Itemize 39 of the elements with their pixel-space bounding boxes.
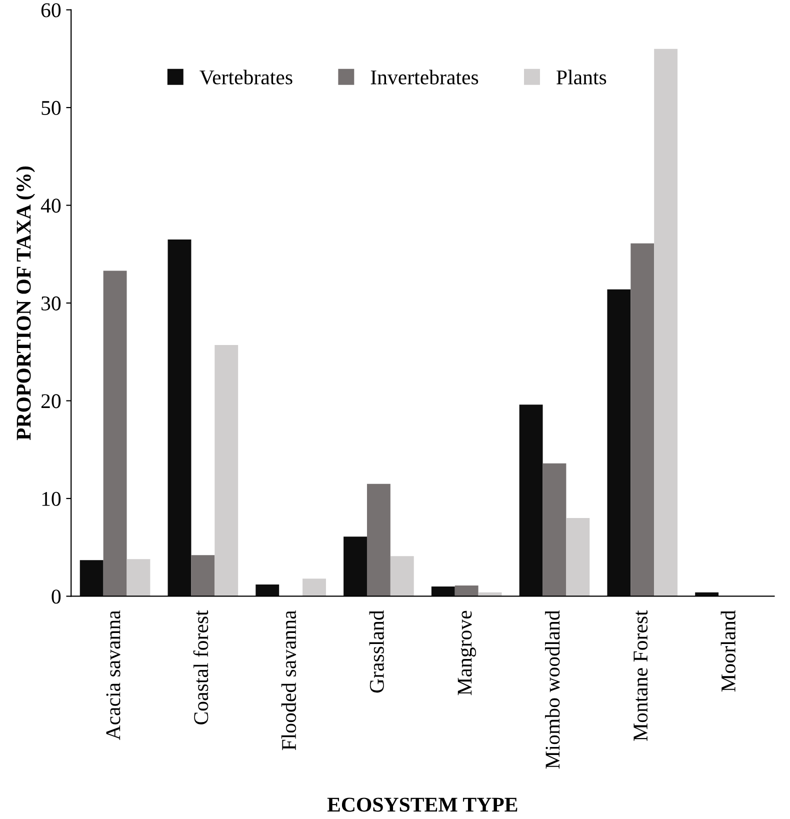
bar <box>542 463 566 596</box>
y-tick-label: 20 <box>41 394 61 408</box>
x-axis-title: ECOSYSTEM TYPE <box>327 798 518 812</box>
bar <box>191 555 215 596</box>
y-tick-label: 60 <box>41 3 61 18</box>
y-tick-label: 30 <box>42 296 61 310</box>
bar <box>168 240 192 596</box>
bar <box>126 559 150 596</box>
bar <box>103 270 127 596</box>
y-axis-title: PROPORTION OF TAXA (%) <box>16 166 35 440</box>
bar <box>630 243 654 596</box>
bar <box>366 484 390 596</box>
bar <box>454 585 478 596</box>
y-tick-label: 50 <box>42 100 61 115</box>
bar <box>607 289 631 596</box>
bar <box>256 584 280 596</box>
bar <box>302 578 326 596</box>
bar <box>519 404 543 596</box>
x-tick-label: Grassland <box>369 610 384 693</box>
bar <box>344 536 367 596</box>
bar <box>566 518 590 596</box>
x-tick-label: Montane Forest <box>634 610 648 741</box>
legend-label: Plants <box>556 70 606 84</box>
x-tick-label: Acacia savanna <box>106 610 120 740</box>
bar <box>80 560 104 596</box>
bar <box>214 345 238 596</box>
bar <box>431 586 455 596</box>
y-tick-label: 10 <box>42 492 61 506</box>
bar <box>390 556 414 596</box>
legend-label: Vertebrates <box>200 70 292 85</box>
x-tick-label: Moorland <box>720 610 736 692</box>
bar <box>654 48 678 596</box>
x-tick-label: Mangrove <box>458 610 476 696</box>
x-tick-label: Miombo woodland <box>545 610 560 769</box>
legend-label: Invertebrates <box>370 70 478 84</box>
y-tick-label: 40 <box>40 198 61 213</box>
x-tick-label: Coastal forest <box>193 610 208 724</box>
y-tick-label: 0 <box>52 590 61 604</box>
x-tick-label: Flooded savanna <box>281 610 296 750</box>
